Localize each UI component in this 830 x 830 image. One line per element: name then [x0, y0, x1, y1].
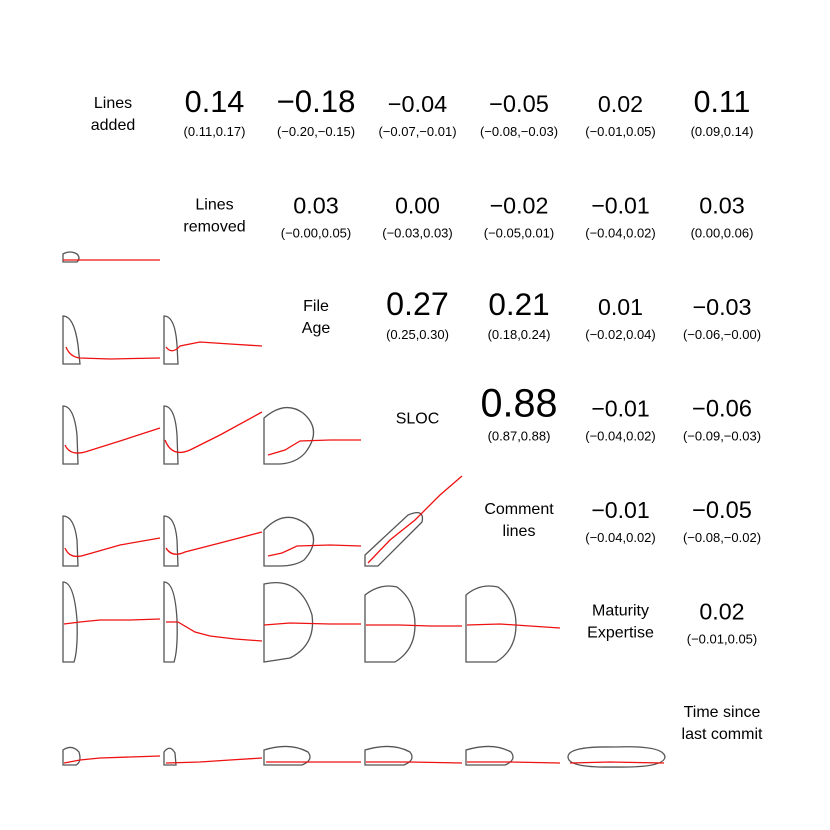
smooth-r6-c4	[467, 761, 561, 764]
corr-value-1-3: 0.00	[395, 193, 440, 219]
ellipse-r6-c1	[163, 747, 177, 766]
variable-label-1-1: removed	[183, 219, 245, 236]
variable-label-2-1: Age	[302, 320, 331, 337]
text-layer: Lines added Lines removed File Age SLOC Comment…	[91, 84, 763, 743]
corr-ci-4-5: (−0.04,0.02)	[585, 530, 655, 545]
corr-value-1-2: 0.03	[293, 193, 338, 219]
smooth-r5-c3	[366, 624, 462, 627]
variable-label-2-0: File	[303, 298, 329, 315]
corr-ci-0-5: (−0.01,0.05)	[585, 124, 655, 139]
corr-value-4-6: −0.05	[692, 498, 752, 524]
corr-ci-2-6: (−0.06,−0.00)	[683, 327, 761, 342]
smooth-r3-c0	[64, 427, 161, 454]
corr-value-2-3: 0.27	[386, 286, 449, 322]
ellipse-r5-c4	[465, 585, 517, 663]
corr-ci-1-2: (−0.00,0.05)	[281, 226, 351, 241]
ellipse-r2-c1	[163, 315, 179, 365]
variable-label-0-1: added	[91, 117, 136, 134]
smooth-r6-c5	[569, 761, 665, 764]
smooth-r4-c0	[64, 537, 161, 558]
corr-value-1-4: −0.02	[490, 193, 549, 219]
smooth-r3-c2	[267, 439, 361, 456]
corr-value-2-5: 0.01	[598, 294, 643, 320]
corr-ci-0-6: (0.09,0.14)	[691, 124, 754, 139]
smooth-r6-c3	[366, 761, 463, 764]
smooth-r4-c3	[367, 475, 463, 564]
corr-value-0-2: −0.18	[277, 84, 356, 119]
corr-value-2-6: −0.03	[692, 294, 751, 320]
variable-label-6-0: Time since	[684, 704, 761, 721]
smooth-r5-c2	[263, 622, 361, 626]
corr-ci-0-4: (−0.08,−0.03)	[480, 124, 558, 139]
ellipse-r4-c2	[263, 516, 315, 567]
ellipse-r6-c2	[263, 745, 311, 766]
variable-label-6-1: last commit	[682, 726, 763, 743]
corr-value-0-4: −0.05	[489, 92, 549, 118]
corr-value-0-5: 0.02	[598, 91, 643, 117]
corr-ci-1-5: (−0.04,0.02)	[585, 226, 655, 241]
corr-ci-2-4: (0.18,0.24)	[488, 327, 551, 342]
ellipse-r5-c2	[263, 582, 314, 663]
corr-ci-5-6: (−0.01,0.05)	[687, 632, 757, 647]
corr-ci-1-6: (0.00,0.06)	[691, 226, 754, 241]
smooth-r5-c4	[466, 623, 561, 629]
corr-ci-1-4: (−0.05,0.01)	[484, 226, 554, 241]
smooth-r4-c1	[165, 531, 263, 555]
corr-value-3-4: 0.88	[481, 382, 558, 426]
ellipse-r6-c0	[62, 746, 81, 766]
ellipse-r5-c3	[364, 585, 416, 663]
ellipse-r5-c0	[62, 581, 78, 663]
variable-label-4-0: Comment	[484, 501, 554, 518]
ellipse-r3-c0	[62, 405, 79, 465]
corr-value-1-5: −0.01	[591, 193, 649, 219]
corr-ci-4-6: (−0.08,−0.02)	[683, 530, 761, 545]
corr-value-3-6: −0.06	[692, 397, 752, 423]
smooth-r5-c1	[166, 621, 263, 642]
corr-ci-3-6: (−0.09,−0.03)	[683, 429, 761, 444]
ellipse-r4-c1	[163, 515, 179, 567]
corr-ci-3-4: (0.87,0.88)	[488, 429, 551, 444]
smooth-r2-c1	[165, 341, 263, 352]
corr-value-1-6: 0.03	[699, 193, 744, 219]
variable-label-5-1: Expertise	[587, 625, 654, 642]
smooth-r6-c0	[63, 755, 161, 764]
variable-label-5-0: Maturity	[592, 603, 649, 620]
corr-ci-1-3: (−0.03,0.03)	[382, 226, 452, 241]
corr-ci-0-1: (0.11,0.17)	[184, 124, 246, 139]
corr-value-0-6: 0.11	[694, 86, 751, 119]
ellipse-r6-c5	[567, 746, 666, 768]
ellipse-panels	[62, 251, 666, 768]
corr-value-2-4: 0.21	[488, 286, 549, 322]
corr-value-3-5: −0.01	[591, 396, 649, 422]
ellipse-r4-c0	[62, 515, 79, 567]
ellipse-r5-c1	[163, 581, 178, 663]
corr-value-4-5: −0.01	[591, 497, 649, 523]
corr-ci-0-3: (−0.07,−0.01)	[378, 124, 456, 139]
corr-ci-0-2: (−0.20,−0.15)	[277, 124, 355, 139]
corr-ci-2-3: (0.25,0.30)	[386, 327, 449, 342]
ellipse-r4-c3	[364, 512, 424, 567]
ellipse-r6-c3	[364, 745, 413, 766]
variable-label-3-0: SLOC	[396, 411, 440, 428]
corr-value-0-1: 0.14	[185, 84, 245, 119]
variable-label-1-0: Lines	[195, 197, 233, 214]
ellipse-r3-c1	[163, 405, 179, 465]
smooth-r6-c1	[165, 757, 263, 764]
ellipse-r2-c0	[62, 315, 81, 365]
variable-label-4-1: lines	[503, 523, 536, 540]
corr-value-0-3: −0.04	[388, 91, 447, 117]
smooth-r4-c2	[267, 544, 362, 557]
corr-value-5-6: 0.02	[699, 599, 744, 625]
variable-label-0-0: Lines	[94, 95, 132, 112]
corr-ci-3-5: (−0.04,0.02)	[585, 429, 655, 444]
smooth-r3-c1	[164, 411, 263, 454]
smooth-r2-c0	[65, 346, 161, 360]
smooth-r5-c0	[63, 618, 161, 625]
corr-ci-2-5: (−0.02,0.04)	[585, 327, 655, 342]
ellipse-r6-c4	[465, 745, 514, 766]
ellipse-r3-c2	[263, 406, 315, 465]
